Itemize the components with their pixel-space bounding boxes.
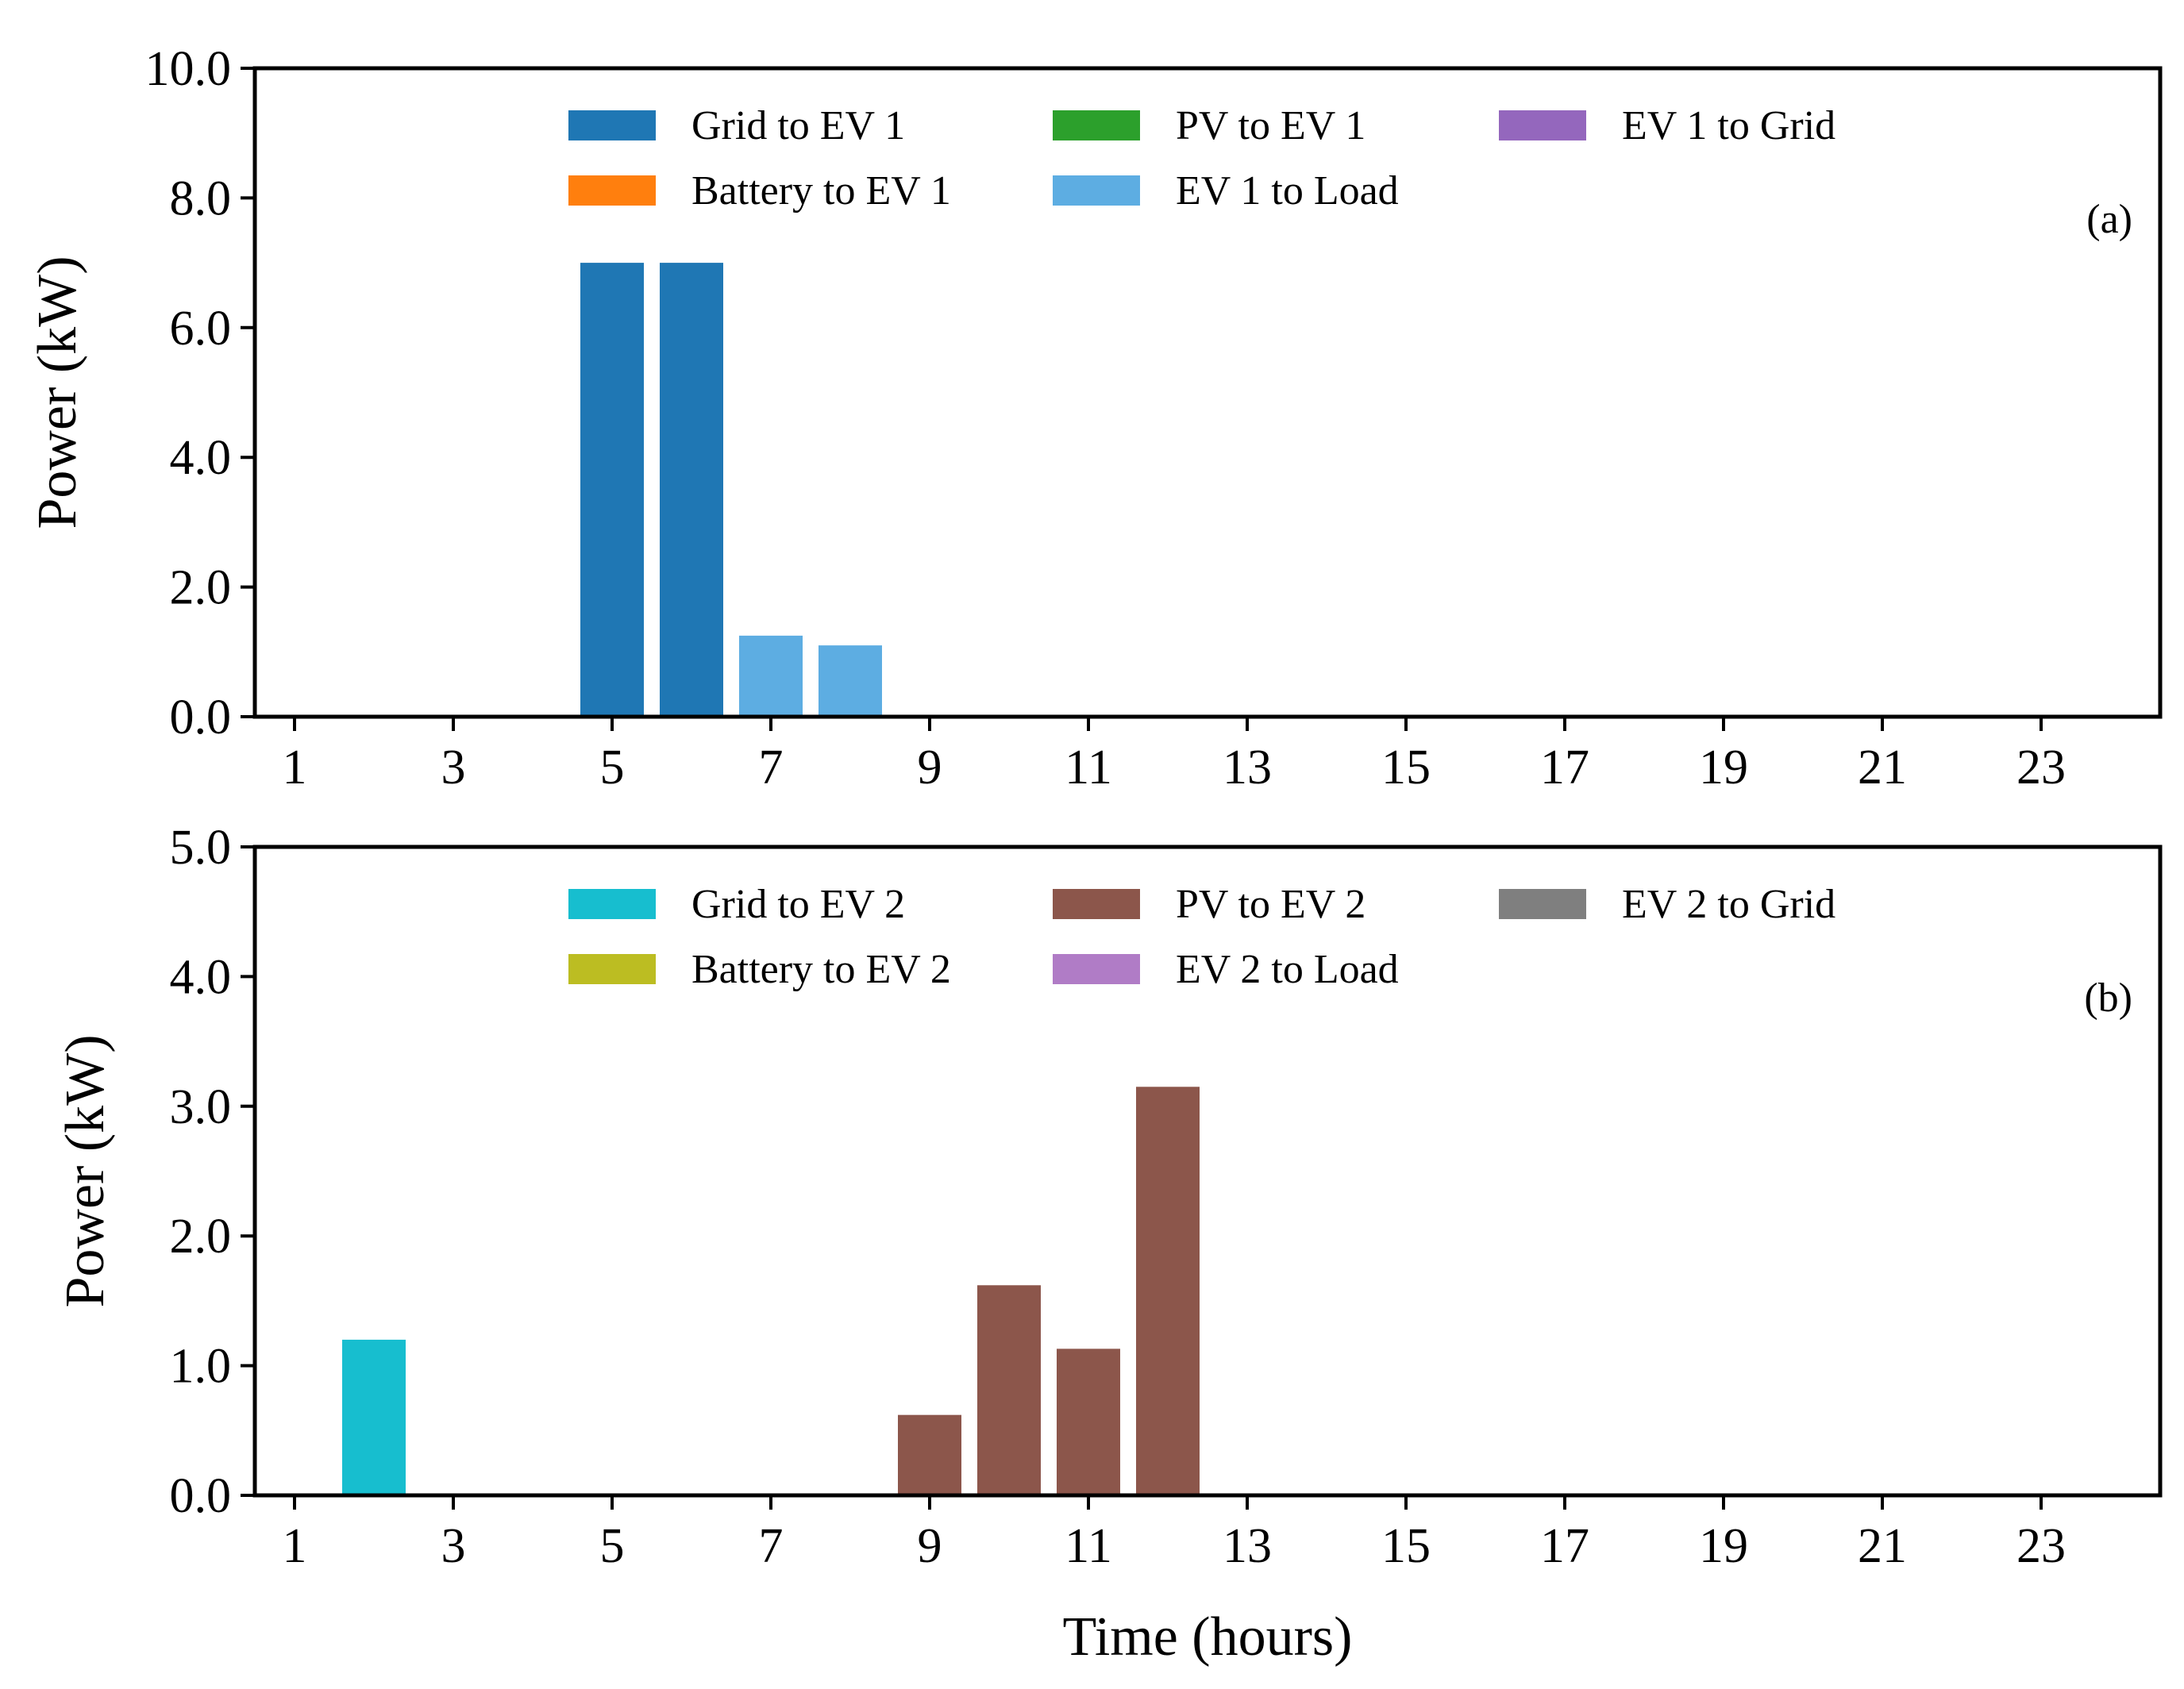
- x-tick-label: 15: [1381, 741, 1431, 794]
- y-tick-label: 4.0: [170, 431, 232, 485]
- legend-label: EV 2 to Grid: [1622, 882, 1835, 927]
- bar-grid-to-ev-2-hour-2: [342, 1339, 406, 1495]
- panel-b: 0.01.02.03.04.05.01 3 5 7 9 11 13 15 17 19 21 23Pow…: [55, 821, 2163, 1573]
- x-tick-label: 7: [759, 1519, 784, 1573]
- x-tick-label: 17: [1540, 741, 1589, 794]
- legend-swatch: [568, 889, 656, 919]
- y-tick-label: 1.0: [170, 1340, 232, 1394]
- bar-grid-to-ev-1-hour-5: [580, 263, 644, 718]
- plot-frame: [252, 66, 2163, 719]
- x-tick-label: 9: [918, 1519, 942, 1573]
- y-tick-label: 3.0: [170, 1080, 232, 1134]
- y-tick-label: 5.0: [170, 821, 232, 875]
- x-tick-label: 19: [1699, 741, 1748, 794]
- y-tick-label: 2.0: [170, 1210, 232, 1264]
- x-tick-label: 3: [441, 741, 466, 794]
- x-tick-label: 5: [600, 741, 625, 794]
- x-tick-label: 13: [1223, 1519, 1272, 1573]
- x-tick-label: 21: [1858, 1519, 1907, 1573]
- panel-label: (a): [2086, 197, 2132, 242]
- bar-ev-1-to-load-hour-7: [739, 635, 803, 717]
- y-tick-label: 2.0: [170, 561, 232, 615]
- x-tick-label: 21: [1858, 741, 1907, 794]
- y-tick-label: 4.0: [170, 950, 232, 1004]
- x-tick-label: 1: [283, 741, 307, 794]
- bar-pv-to-ev-2-hour-12: [1136, 1087, 1200, 1495]
- panel-label: (b): [2084, 975, 2132, 1021]
- x-tick-label: 5: [600, 1519, 625, 1573]
- legend-swatch: [1053, 110, 1140, 140]
- legend-swatch: [568, 954, 656, 984]
- x-tick-label: 1: [283, 1519, 307, 1573]
- y-axis-label: Power (kW): [55, 1034, 116, 1307]
- legend-swatch: [1053, 175, 1140, 206]
- x-tick-label: 9: [918, 741, 942, 794]
- x-tick-label: 3: [441, 1519, 466, 1573]
- legend-swatch: [568, 110, 656, 140]
- bar-ev-1-to-load-hour-8: [819, 645, 882, 717]
- x-tick-label: 19: [1699, 1519, 1748, 1573]
- legend-swatch: [1053, 889, 1140, 919]
- legend-label: EV 2 to Load: [1176, 947, 1399, 992]
- bar-grid-to-ev-1-hour-6: [660, 263, 723, 718]
- y-tick-label: 0.0: [170, 691, 232, 744]
- legend-label: EV 1 to Grid: [1622, 103, 1835, 148]
- x-tick-label: 15: [1381, 1519, 1431, 1573]
- legend-swatch: [1053, 954, 1140, 984]
- x-tick-label: 23: [2016, 1519, 2066, 1573]
- y-tick-label: 10.0: [145, 42, 232, 96]
- legend-swatch: [1499, 110, 1586, 140]
- legend-label: PV to EV 1: [1176, 103, 1365, 148]
- x-tick-label: 23: [2016, 741, 2066, 794]
- y-tick-label: 8.0: [170, 171, 232, 225]
- bar-pv-to-ev-2-hour-10: [977, 1285, 1041, 1495]
- plot-frame: [252, 844, 2163, 1498]
- x-tick-label: 17: [1540, 1519, 1589, 1573]
- legend-label: EV 1 to Load: [1176, 168, 1399, 214]
- bar-pv-to-ev-2-hour-11: [1057, 1349, 1120, 1495]
- y-axis-label: Power (kW): [27, 256, 88, 529]
- panel-a: 0.02.04.06.08.010.01 3 5 7 9 11 13 15 17 19 21 23Po…: [27, 42, 2163, 794]
- x-tick-label: 11: [1065, 741, 1112, 794]
- x-tick-label: 13: [1223, 741, 1272, 794]
- legend-label: Grid to EV 1: [691, 103, 905, 148]
- x-tick-label: 7: [759, 741, 784, 794]
- legend-swatch: [568, 175, 656, 206]
- legend-label: Grid to EV 2: [691, 882, 905, 927]
- legend-swatch: [1499, 889, 1586, 919]
- legend-label: Battery to EV 2: [691, 947, 951, 992]
- y-tick-label: 6.0: [170, 302, 232, 356]
- bar-pv-to-ev-2-hour-9: [898, 1414, 961, 1495]
- legend-label: Battery to EV 1: [691, 168, 951, 214]
- y-tick-label: 0.0: [170, 1469, 232, 1523]
- x-axis-label: Time (hours): [1063, 1606, 1353, 1668]
- legend-label: PV to EV 2: [1176, 882, 1365, 927]
- x-tick-label: 11: [1065, 1519, 1112, 1573]
